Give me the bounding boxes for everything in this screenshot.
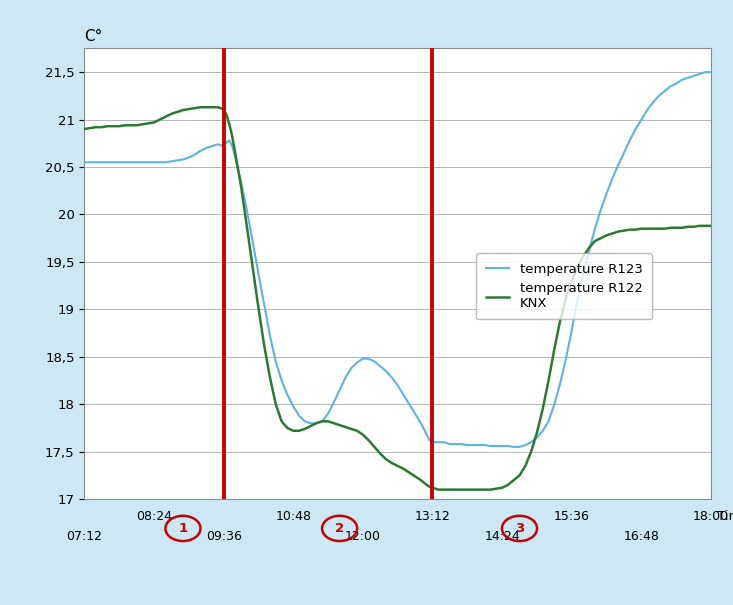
Text: 12:00: 12:00 <box>345 530 381 543</box>
Legend: temperature R123, temperature R122
KNX: temperature R123, temperature R122 KNX <box>476 253 652 319</box>
Text: 13:12: 13:12 <box>415 510 450 523</box>
Text: 15:36: 15:36 <box>554 510 589 523</box>
Text: 09:36: 09:36 <box>206 530 241 543</box>
Text: 10:48: 10:48 <box>275 510 312 523</box>
Text: 08:24: 08:24 <box>136 510 172 523</box>
Text: 1: 1 <box>178 522 188 535</box>
Text: 3: 3 <box>515 522 524 535</box>
Text: 14:24: 14:24 <box>485 530 520 543</box>
Text: 2: 2 <box>335 522 345 535</box>
Text: 07:12: 07:12 <box>66 530 103 543</box>
Text: Time h: Time h <box>717 510 733 523</box>
Text: 18:00: 18:00 <box>693 510 729 523</box>
Text: 16:48: 16:48 <box>624 530 659 543</box>
Text: C°: C° <box>84 29 103 44</box>
